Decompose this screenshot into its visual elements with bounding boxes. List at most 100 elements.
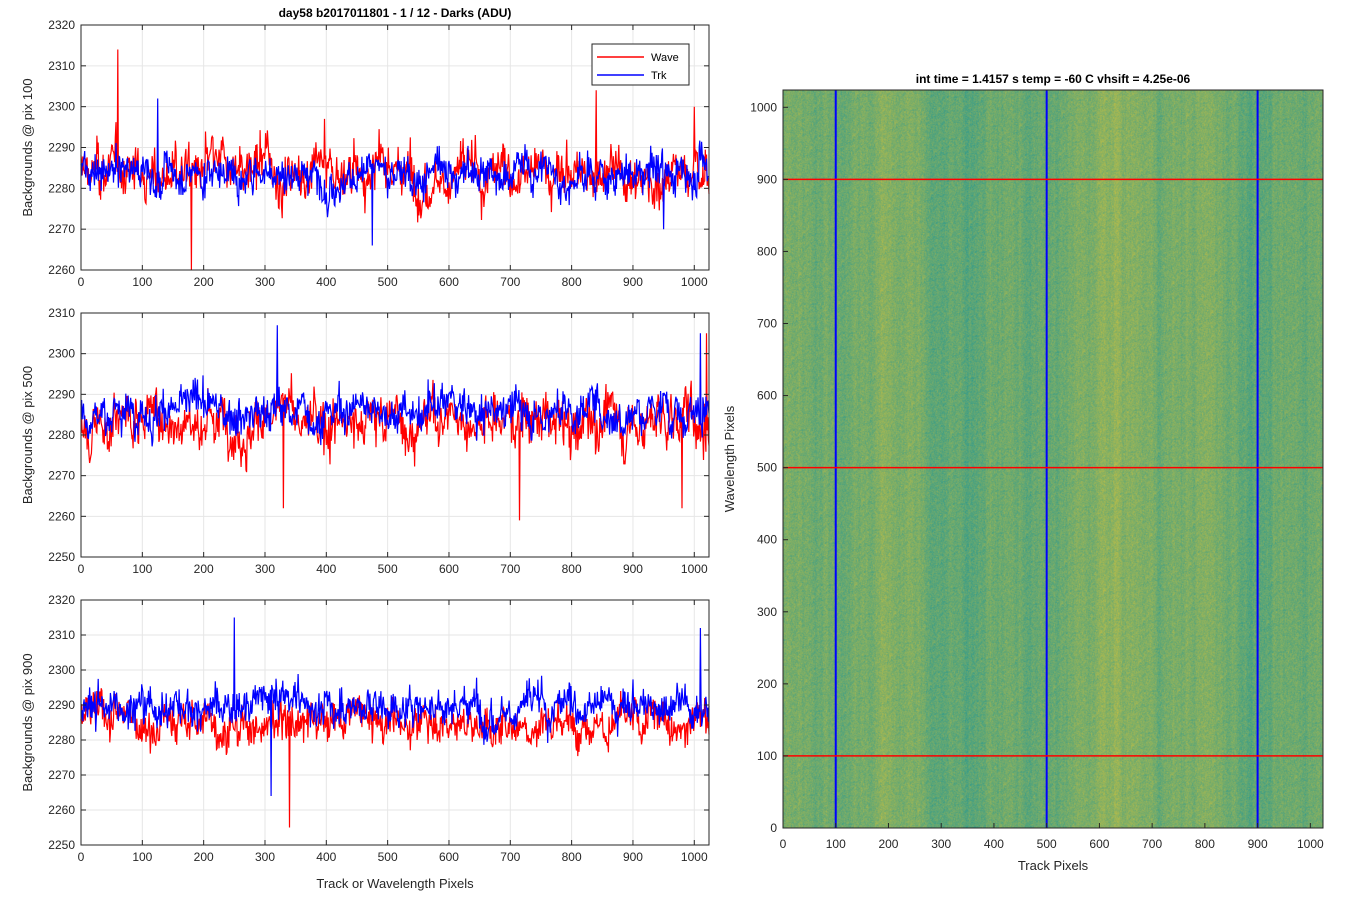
series-line-wave bbox=[80, 333, 710, 521]
x-tick-label: 700 bbox=[500, 850, 520, 864]
y-tick-label: 2320 bbox=[48, 593, 75, 607]
x-tick-label: 1000 bbox=[1297, 837, 1324, 851]
y-tick-label: 2290 bbox=[48, 698, 75, 712]
y-tick-label: 900 bbox=[757, 172, 777, 186]
x-tick-label: 1000 bbox=[681, 562, 708, 576]
x-tick-label: 800 bbox=[562, 275, 582, 289]
y-ticks: 2250 2260 2270 2280 2290 2300 2310 bbox=[48, 306, 709, 564]
x-tick-label: 900 bbox=[623, 562, 643, 576]
x-tick-label: 100 bbox=[132, 562, 152, 576]
panel-pix-100: 0 100 200 300 400 500 600 700 800 900 1000 2260 227… bbox=[20, 18, 710, 289]
x-tick-label: 500 bbox=[378, 562, 398, 576]
legend-trk-label: Trk bbox=[651, 70, 667, 82]
heatmap-image bbox=[783, 90, 1323, 828]
x-tick-label: 900 bbox=[1248, 837, 1268, 851]
y-tick-label: 2270 bbox=[48, 469, 75, 483]
overlay-lines bbox=[783, 90, 1323, 828]
y-tick-label: 2280 bbox=[48, 733, 75, 747]
x-tick-label: 100 bbox=[826, 837, 846, 851]
legend: Wave Trk bbox=[591, 43, 690, 86]
panel-pix-900: 0 100 200 300 400 500 600 700 800 900 1000 2250 226… bbox=[20, 593, 710, 864]
y-tick-label: 500 bbox=[757, 461, 777, 475]
x-tick-label: 700 bbox=[1142, 837, 1162, 851]
x-tick-label: 500 bbox=[378, 850, 398, 864]
series-lines bbox=[80, 325, 710, 521]
x-ticks: 0 100 200 300 400 500 600 700 800 900 1000 bbox=[78, 313, 708, 576]
x-tick-label: 300 bbox=[255, 562, 275, 576]
x-tick-label: 200 bbox=[194, 275, 214, 289]
series-line-wave bbox=[80, 49, 710, 271]
x-tick-label: 400 bbox=[316, 850, 336, 864]
x-tick-label: 200 bbox=[194, 850, 214, 864]
x-tick-label: 1000 bbox=[681, 850, 708, 864]
x-tick-label: 800 bbox=[562, 562, 582, 576]
x-tick-label: 400 bbox=[984, 837, 1004, 851]
series-lines bbox=[80, 617, 710, 828]
heatmap-title: int time = 1.4157 s temp = -60 C vhsift … bbox=[916, 72, 1191, 86]
x-tick-label: 600 bbox=[439, 850, 459, 864]
y-axis-label: Backgrounds @ pix 500 bbox=[20, 366, 35, 504]
x-tick-label: 500 bbox=[378, 275, 398, 289]
y-tick-label: 2320 bbox=[48, 18, 75, 32]
y-tick-label: 2290 bbox=[48, 387, 75, 401]
x-tick-label: 0 bbox=[78, 562, 85, 576]
y-tick-label: 200 bbox=[757, 677, 777, 691]
shared-x-axis-label: Track or Wavelength Pixels bbox=[316, 876, 474, 891]
y-tick-label: 2270 bbox=[48, 222, 75, 236]
y-tick-label: 100 bbox=[757, 749, 777, 763]
series-line-wave bbox=[80, 688, 710, 828]
x-tick-label: 1000 bbox=[681, 275, 708, 289]
x-tick-label: 900 bbox=[623, 275, 643, 289]
heatmap-y-label: Wavelength Pixels bbox=[722, 405, 737, 512]
x-tick-label: 800 bbox=[1195, 837, 1215, 851]
y-ticks: 2250 2260 2270 2280 2290 2300 2310 2320 bbox=[48, 593, 709, 852]
y-tick-label: 2290 bbox=[48, 141, 75, 155]
y-tick-label: 2310 bbox=[48, 59, 75, 73]
panel-pix-500: 0 100 200 300 400 500 600 700 800 900 1000 2250 226… bbox=[20, 306, 710, 576]
y-tick-label: 2300 bbox=[48, 347, 75, 361]
x-tick-label: 400 bbox=[316, 275, 336, 289]
x-tick-label: 200 bbox=[878, 837, 898, 851]
x-ticks: 0 100 200 300 400 500 600 700 800 900 1000 bbox=[78, 600, 708, 864]
x-tick-label: 900 bbox=[623, 850, 643, 864]
y-tick-label: 2280 bbox=[48, 428, 75, 442]
x-tick-label: 100 bbox=[132, 275, 152, 289]
y-tick-label: 2260 bbox=[48, 509, 75, 523]
y-axis-label: Backgrounds @ pix 900 bbox=[20, 653, 35, 791]
y-tick-label: 0 bbox=[770, 821, 777, 835]
y-tick-label: 2310 bbox=[48, 628, 75, 642]
x-tick-label: 600 bbox=[439, 275, 459, 289]
y-tick-label: 2270 bbox=[48, 768, 75, 782]
y-tick-label: 2250 bbox=[48, 550, 75, 564]
heatmap-frame bbox=[782, 89, 1324, 829]
y-tick-label: 700 bbox=[757, 317, 777, 331]
y-tick-label: 1000 bbox=[750, 100, 777, 114]
heatmap-panel: int time = 1.4157 s temp = -60 C vhsift … bbox=[722, 72, 1324, 873]
legend-wave-label: Wave bbox=[651, 52, 679, 64]
y-tick-label: 2300 bbox=[48, 663, 75, 677]
x-tick-label: 200 bbox=[194, 562, 214, 576]
x-tick-label: 600 bbox=[1089, 837, 1109, 851]
y-ticks: 2260 2270 2280 2290 2300 2310 2320 bbox=[48, 18, 709, 277]
x-tick-label: 400 bbox=[316, 562, 336, 576]
y-axis-label: Backgrounds @ pix 100 bbox=[20, 78, 35, 216]
x-ticks: 0 100 200 300 400 500 600 700 800 900 1000 bbox=[78, 25, 708, 289]
series-line-trk bbox=[80, 617, 710, 797]
heatmap-x-label: Track Pixels bbox=[1018, 858, 1089, 873]
x-tick-label: 300 bbox=[931, 837, 951, 851]
x-tick-label: 800 bbox=[562, 850, 582, 864]
x-tick-label: 100 bbox=[132, 850, 152, 864]
x-tick-label: 300 bbox=[255, 275, 275, 289]
x-tick-label: 500 bbox=[1037, 837, 1057, 851]
series-lines bbox=[80, 49, 710, 271]
y-tick-label: 2260 bbox=[48, 803, 75, 817]
y-tick-label: 400 bbox=[757, 533, 777, 547]
y-tick-label: 2300 bbox=[48, 100, 75, 114]
y-tick-label: 600 bbox=[757, 389, 777, 403]
y-tick-label: 800 bbox=[757, 244, 777, 258]
x-tick-label: 600 bbox=[439, 562, 459, 576]
x-tick-label: 300 bbox=[255, 850, 275, 864]
x-tick-label: 0 bbox=[78, 275, 85, 289]
series-line-trk bbox=[80, 98, 710, 246]
